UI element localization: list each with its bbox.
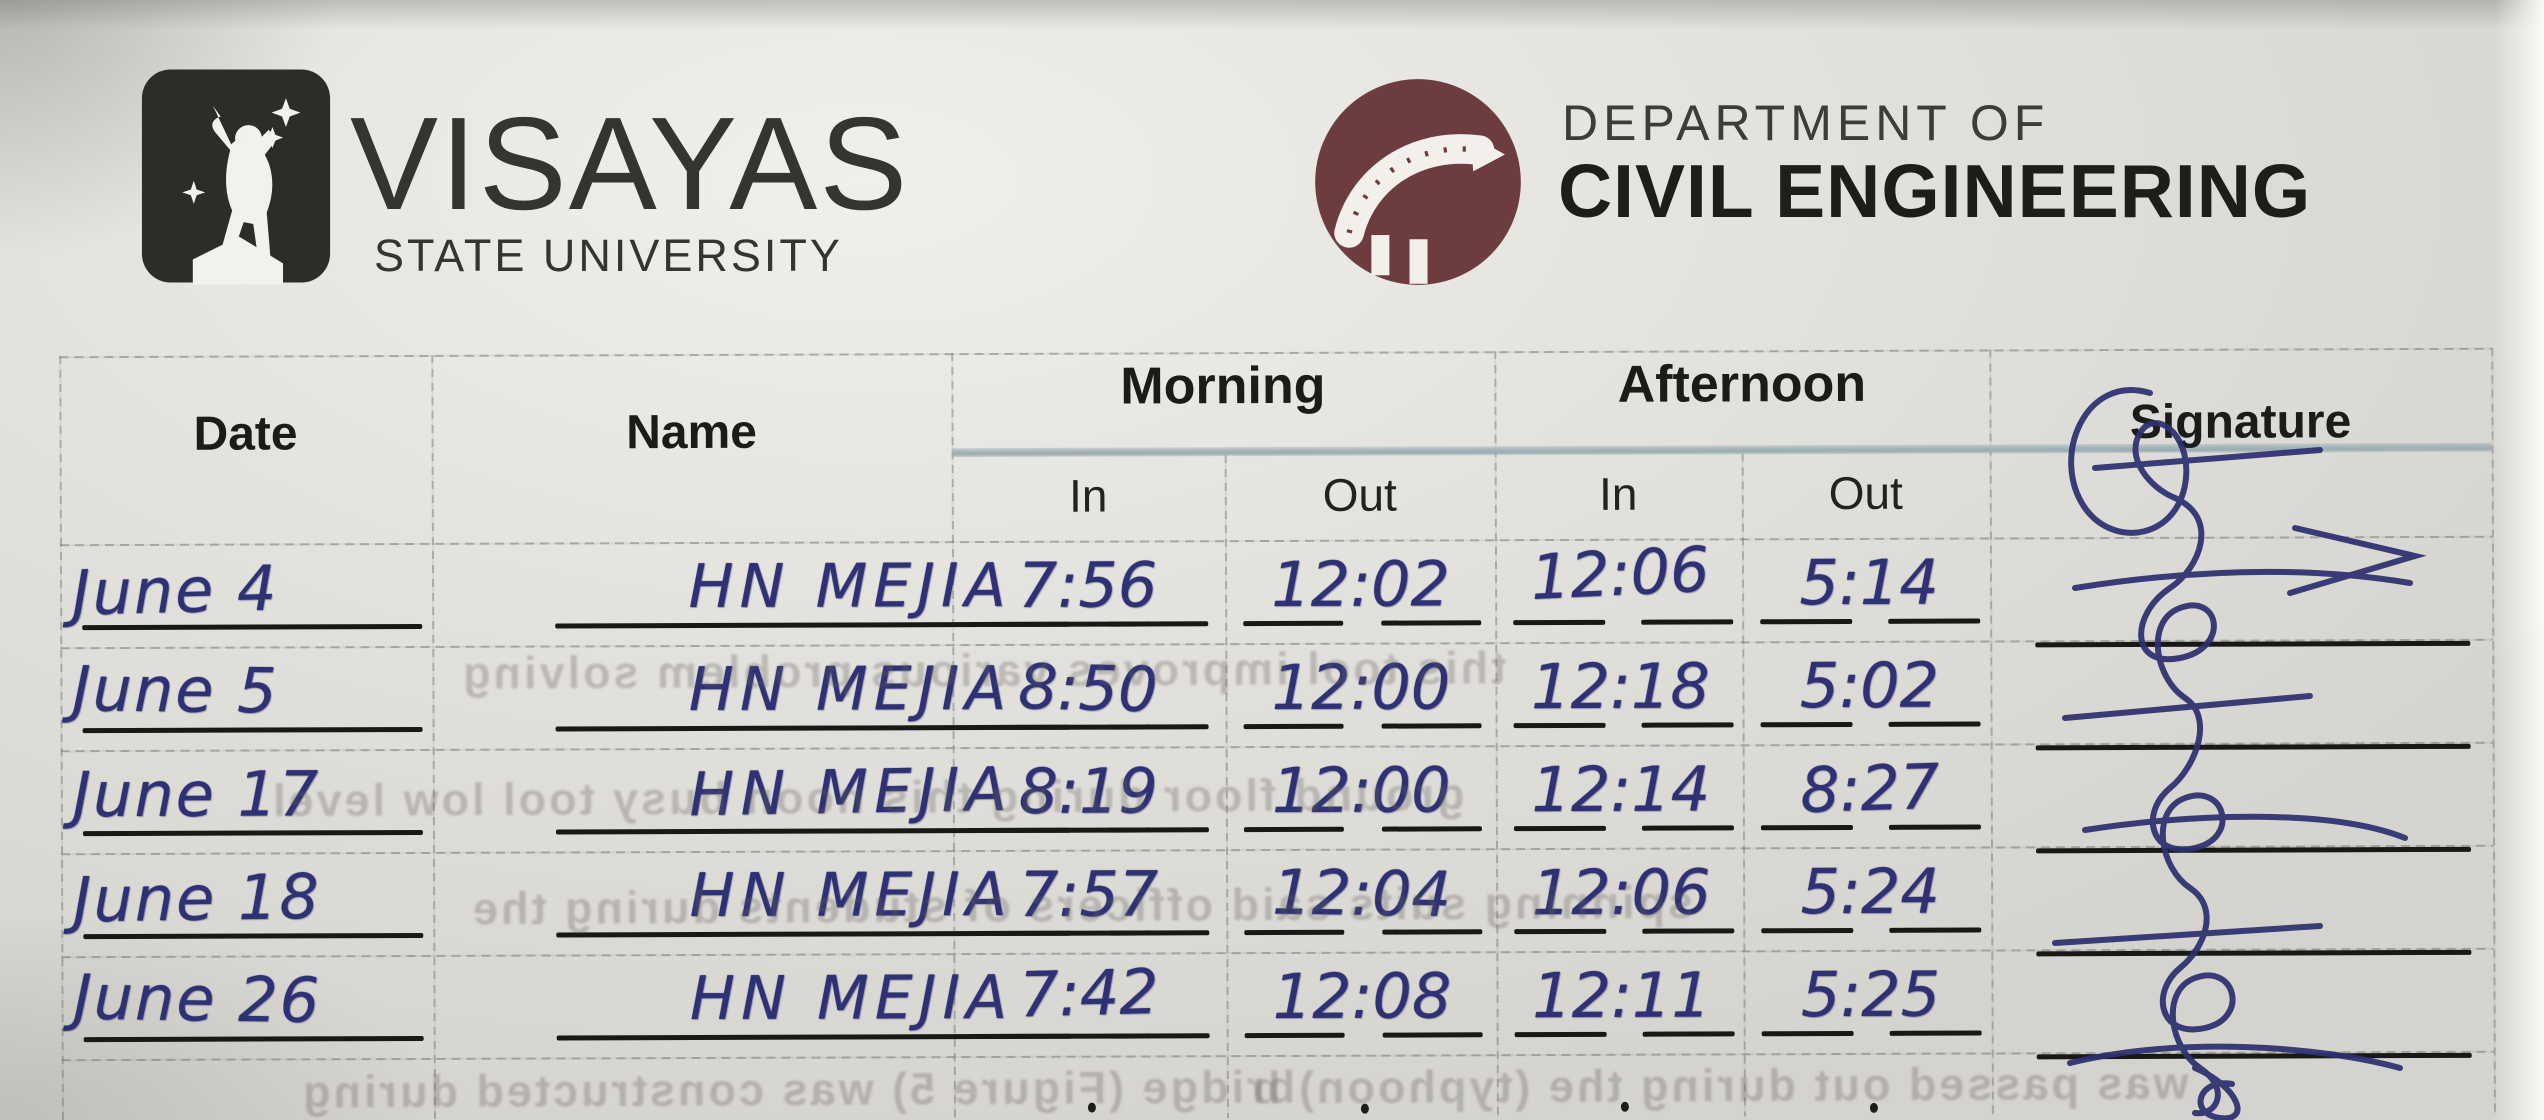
handwritten-morning-in: 7:56 (1017, 548, 1158, 622)
handwritten-morning-out: 12:08 (1272, 959, 1452, 1034)
university-subtitle: STATE UNIVERSITY (374, 230, 843, 281)
department-name: CIVIL ENGINEERING (1558, 149, 2312, 233)
handwritten-date: June 18 (72, 859, 322, 937)
handwritten-morning-out: 12:02 (1271, 547, 1451, 622)
column-header-morning: Morning (1120, 356, 1326, 416)
blank-line (1513, 619, 1606, 626)
paper-edge-highlight (2494, 0, 2544, 1120)
handwritten-afternoon-out: 5:24 (1800, 854, 1940, 929)
handwritten-afternoon-out: 5:25 (1800, 957, 1941, 1032)
handwritten-date: June 4 (71, 551, 280, 630)
paper-shadow-top (0, 0, 2544, 30)
university-name: VISAYAS (350, 90, 910, 237)
handwritten-afternoon-in: 12:18 (1530, 649, 1710, 724)
bleedthrough-text: bridge (Figure 5) was constructed during (299, 1061, 1296, 1118)
subheader-morning-in: In (1068, 469, 1108, 522)
column-header-date: Date (193, 407, 298, 461)
signature-scribble (2052, 387, 2427, 1120)
handwritten-afternoon-out: 5:02 (1799, 648, 1940, 723)
handwritten-afternoon-in: 12:06 (1529, 532, 1711, 614)
column-header-afternoon: Afternoon (1617, 354, 1867, 414)
department-of-label: DEPARTMENT OF (1562, 95, 2050, 151)
bleedthrough-text: spinning suits said officers of students… (469, 876, 1694, 935)
handwritten-afternoon-out: 5:14 (1799, 545, 1939, 620)
paper-shadow-bottom-left (0, 920, 420, 1120)
bleedthrough-text: this tool improves various problem solvi… (459, 642, 1507, 699)
column-header-name: Name (626, 405, 758, 460)
handwritten-date: June 5 (72, 652, 280, 728)
bleedthrough-text: ground floor during this noon busy tool … (269, 768, 1465, 827)
handwritten-date: June 26 (73, 960, 322, 1037)
subheader-afternoon-in: In (1598, 467, 1638, 520)
vsu-logo-icon (141, 69, 331, 285)
subheader-morning-out: Out (1322, 468, 1397, 521)
civil-engineering-logo-icon (1315, 79, 1521, 285)
subheader-afternoon-out: Out (1828, 466, 1903, 520)
handwritten-afternoon-out: 8:27 (1799, 749, 1941, 827)
handwritten-afternoon-in: 12:14 (1531, 752, 1711, 827)
blank-line (1641, 619, 1734, 625)
handwritten-afternoon-in: 12:11 (1532, 958, 1711, 1033)
handwritten-morning-in: 7:42 (1018, 954, 1160, 1032)
